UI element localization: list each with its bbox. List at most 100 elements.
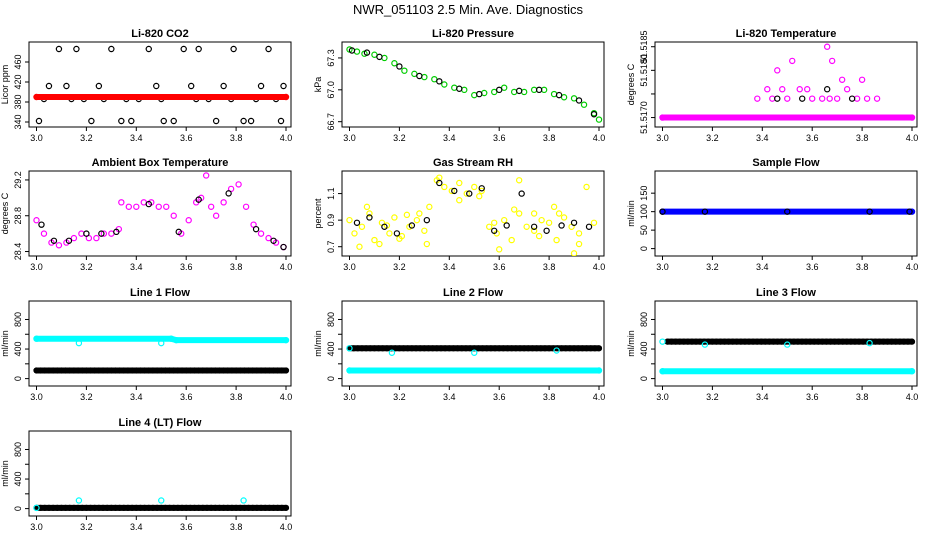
data-point	[423, 240, 431, 248]
data-point	[280, 82, 287, 90]
data-point	[278, 504, 285, 511]
data-point	[116, 504, 123, 511]
data-point	[510, 88, 518, 96]
data-point	[416, 72, 423, 80]
data-point	[158, 367, 165, 374]
data-point	[779, 86, 786, 93]
data-point	[149, 504, 157, 511]
data-point	[456, 179, 463, 187]
data-point	[113, 228, 120, 236]
data-point	[408, 345, 415, 352]
data-point	[230, 45, 237, 53]
data-point	[257, 82, 265, 90]
data-point	[774, 67, 781, 74]
x-tick-label: 4.0	[593, 262, 606, 272]
data-point	[851, 338, 859, 345]
x-tick-label: 3.4	[443, 392, 456, 402]
plot-frame	[654, 300, 918, 387]
x-tick-label: 3.8	[230, 133, 243, 143]
data-point	[187, 82, 195, 90]
data-point	[203, 504, 211, 511]
panel-9: Line 3 Flow ml/min 3.0 3.2 3.4 3.6 3.8 4.0 0 400 8…	[626, 287, 918, 402]
data-point	[709, 338, 716, 345]
data-point	[83, 504, 90, 511]
data-point	[170, 367, 177, 374]
data-point	[510, 206, 518, 213]
data-point	[203, 367, 211, 374]
x-tick-label: 3.8	[856, 262, 869, 272]
data-point	[831, 338, 838, 345]
data-point	[212, 212, 220, 219]
data-point	[904, 338, 912, 345]
data-point	[847, 338, 854, 345]
data-point	[224, 504, 231, 511]
data-point	[558, 222, 565, 229]
data-point	[133, 504, 140, 511]
x-tick-label: 3.2	[80, 262, 93, 272]
plot-area	[33, 335, 290, 374]
x-tick-label: 3.0	[30, 262, 43, 272]
data-point	[659, 114, 666, 121]
data-point	[220, 504, 227, 511]
data-point	[784, 341, 791, 348]
data-point	[74, 367, 82, 374]
data-point	[356, 243, 363, 250]
data-point	[346, 367, 353, 374]
data-point	[178, 504, 186, 511]
data-point	[225, 190, 232, 197]
data-point	[112, 504, 119, 511]
data-point	[659, 338, 666, 345]
data-point	[680, 338, 687, 345]
data-point	[120, 367, 127, 374]
data-point	[220, 199, 227, 206]
data-point	[828, 57, 836, 65]
data-point	[496, 86, 503, 94]
y-tick-label: 51.5185	[639, 30, 649, 63]
x-tick-label: 4.0	[280, 133, 293, 143]
data-point	[228, 367, 236, 374]
data-point	[796, 86, 803, 93]
y-tick-label: 400	[13, 342, 23, 357]
data-point	[873, 95, 881, 102]
data-point	[145, 45, 152, 53]
data-point	[247, 117, 255, 125]
data-point	[396, 63, 403, 70]
data-point	[118, 199, 125, 206]
data-point	[518, 190, 525, 197]
plot-area	[659, 43, 916, 121]
data-point	[570, 250, 578, 256]
data-point	[826, 95, 833, 102]
data-point	[108, 45, 115, 53]
data-point	[553, 236, 560, 244]
y-tick-label: 1.1	[326, 187, 336, 200]
y-tick-label: 0	[13, 376, 23, 381]
data-point	[363, 49, 371, 56]
data-point	[396, 345, 403, 352]
data-point	[799, 95, 806, 102]
data-point	[104, 367, 111, 374]
data-point	[466, 190, 473, 197]
data-point	[426, 203, 433, 211]
data-point	[40, 230, 48, 237]
data-point	[725, 338, 732, 345]
data-point	[233, 504, 240, 511]
data-point	[530, 227, 538, 234]
data-point	[401, 67, 408, 74]
data-point	[274, 504, 281, 511]
data-point	[486, 223, 493, 230]
y-axis-label: percent	[313, 198, 323, 229]
plot-frame	[28, 300, 292, 387]
data-point	[701, 338, 708, 345]
data-point	[45, 504, 53, 511]
data-point	[436, 179, 443, 187]
data-point	[733, 338, 740, 345]
data-point	[476, 193, 483, 200]
data-point	[478, 187, 485, 195]
data-point	[381, 54, 388, 62]
data-point	[408, 222, 416, 229]
data-point	[270, 367, 277, 374]
data-point	[450, 345, 457, 352]
data-point	[33, 335, 40, 342]
data-point	[400, 345, 407, 352]
data-point	[235, 181, 242, 188]
